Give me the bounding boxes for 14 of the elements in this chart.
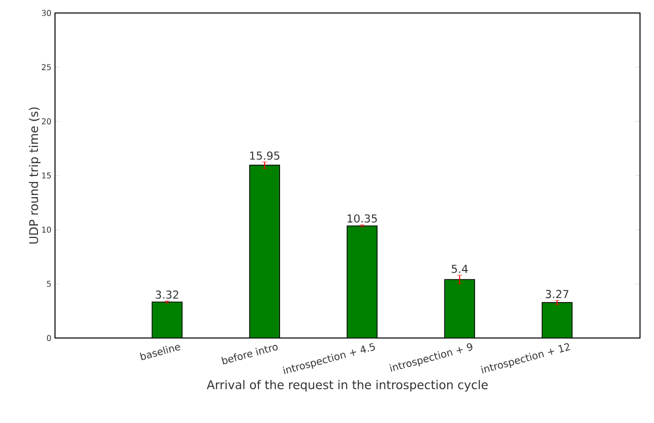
bar (542, 302, 573, 338)
data-label: 3.32 (156, 290, 178, 299)
data-label: 10.35 (348, 214, 377, 223)
data-label: 5.4 (452, 264, 468, 273)
x-tick-label: baseline (140, 344, 180, 360)
x-axis-title: Arrival of the request in the introspection cycle (206, 380, 488, 392)
data-label: 15.95 (250, 151, 280, 160)
x-tick-label: before intro (221, 344, 278, 364)
bar (152, 302, 183, 338)
bar (249, 164, 280, 338)
bar (444, 279, 476, 338)
bar (346, 225, 378, 338)
y-axis-title: UDP round trip time (s) (28, 107, 40, 244)
data-label: 3.27 (546, 290, 568, 298)
